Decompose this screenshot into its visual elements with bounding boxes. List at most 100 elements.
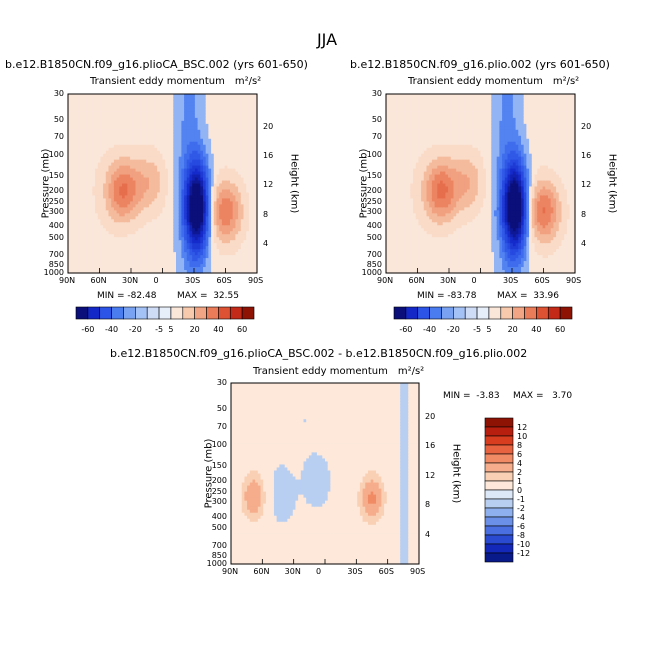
contour-cell bbox=[143, 219, 147, 223]
contour-cell bbox=[404, 270, 409, 274]
contour-cell bbox=[243, 240, 247, 244]
contour-cell bbox=[70, 126, 74, 131]
contour-cell bbox=[146, 192, 150, 197]
contour-cell bbox=[108, 225, 112, 229]
contour-cell bbox=[81, 267, 85, 271]
contour-cell bbox=[219, 120, 223, 125]
contour-cell bbox=[216, 189, 220, 194]
contour-cell bbox=[124, 210, 128, 214]
contour-cell bbox=[181, 258, 185, 262]
contour-cell bbox=[84, 237, 88, 241]
contour-cell bbox=[396, 219, 401, 223]
contour-cell bbox=[95, 132, 99, 137]
contour-cell bbox=[81, 243, 85, 247]
contour-cell bbox=[189, 234, 193, 238]
contour-cell bbox=[216, 201, 220, 205]
contour-cell bbox=[410, 195, 414, 200]
contour-cell bbox=[108, 177, 112, 182]
contour-cell bbox=[227, 228, 231, 232]
contour-cell bbox=[402, 228, 406, 232]
contour-cell bbox=[235, 129, 239, 134]
contour-cell bbox=[70, 129, 74, 134]
contour-cell bbox=[143, 258, 147, 262]
contour-cell bbox=[68, 267, 72, 271]
contour-cell bbox=[81, 180, 85, 185]
contour-cell bbox=[243, 117, 247, 122]
contour-cell bbox=[111, 219, 115, 223]
contour-cell bbox=[189, 114, 193, 119]
contour-cell bbox=[143, 255, 147, 259]
contour-cell bbox=[95, 135, 99, 140]
contour-cell bbox=[418, 162, 422, 167]
contour-cell bbox=[219, 249, 223, 253]
contour-cell bbox=[238, 207, 242, 211]
contour-cell bbox=[232, 102, 236, 107]
contour-cell bbox=[176, 243, 180, 247]
contour-cell bbox=[138, 261, 142, 265]
contour-cell bbox=[151, 249, 155, 253]
contour-cell bbox=[208, 264, 212, 268]
contour-cell bbox=[124, 258, 128, 262]
contour-cell bbox=[227, 99, 231, 104]
contour-cell bbox=[248, 180, 253, 185]
contour-cell bbox=[130, 252, 134, 256]
contour-cell bbox=[100, 162, 104, 167]
contour-cell bbox=[407, 219, 411, 223]
contour-cell bbox=[73, 159, 77, 164]
contour-cell bbox=[227, 240, 231, 244]
contour-cell bbox=[105, 240, 110, 244]
contour-cell bbox=[227, 94, 231, 98]
contour-cell bbox=[84, 267, 88, 271]
contour-cell bbox=[211, 234, 215, 238]
contour-cell bbox=[165, 180, 169, 185]
contour-cell bbox=[240, 120, 245, 125]
contour-cell bbox=[92, 267, 96, 271]
contour-cell bbox=[97, 234, 101, 238]
contour-cell bbox=[192, 231, 196, 235]
contour-cell bbox=[254, 189, 258, 194]
contour-cell bbox=[410, 237, 414, 241]
contour-cell bbox=[143, 156, 147, 161]
contour-cell bbox=[243, 135, 247, 140]
contour-cell bbox=[221, 222, 226, 226]
contour-cell bbox=[410, 114, 414, 119]
contour-cell bbox=[103, 228, 107, 232]
contour-cell bbox=[213, 105, 218, 110]
contour-cell bbox=[200, 186, 204, 191]
contour-cell bbox=[386, 171, 390, 176]
contour-cell bbox=[240, 111, 245, 116]
contour-cell bbox=[232, 216, 236, 220]
contour-cell bbox=[138, 204, 142, 208]
contour-cell bbox=[135, 165, 139, 170]
contour-cell bbox=[418, 252, 422, 256]
contour-cell bbox=[181, 165, 185, 170]
contour-cell bbox=[415, 117, 419, 122]
contour-cell bbox=[159, 144, 164, 149]
contour-cell bbox=[167, 141, 172, 146]
contour-cell bbox=[78, 228, 83, 232]
contour-cell bbox=[211, 222, 215, 226]
contour-cell bbox=[227, 174, 231, 179]
contour-cell bbox=[130, 267, 134, 271]
contour-cell bbox=[194, 132, 199, 137]
contour-cell bbox=[170, 204, 174, 208]
contour-cell bbox=[73, 198, 77, 202]
contour-cell bbox=[173, 186, 177, 191]
contour-cell bbox=[216, 147, 220, 152]
contour-cell bbox=[135, 129, 139, 134]
contour-cell bbox=[95, 108, 99, 113]
contour-cell bbox=[240, 126, 245, 131]
contour-cell bbox=[119, 96, 123, 101]
contour-cell bbox=[394, 153, 398, 158]
contour-cell bbox=[216, 165, 220, 170]
contour-cell bbox=[113, 111, 118, 116]
contour-cell bbox=[399, 231, 403, 235]
contour-cell bbox=[178, 255, 182, 259]
contour-cell bbox=[243, 225, 247, 229]
contour-cell bbox=[86, 165, 91, 170]
contour-cell bbox=[394, 243, 398, 247]
contour-cell bbox=[70, 267, 74, 271]
contour-cell bbox=[89, 141, 93, 146]
contour-cell bbox=[203, 219, 207, 223]
contour-cell bbox=[240, 171, 245, 176]
